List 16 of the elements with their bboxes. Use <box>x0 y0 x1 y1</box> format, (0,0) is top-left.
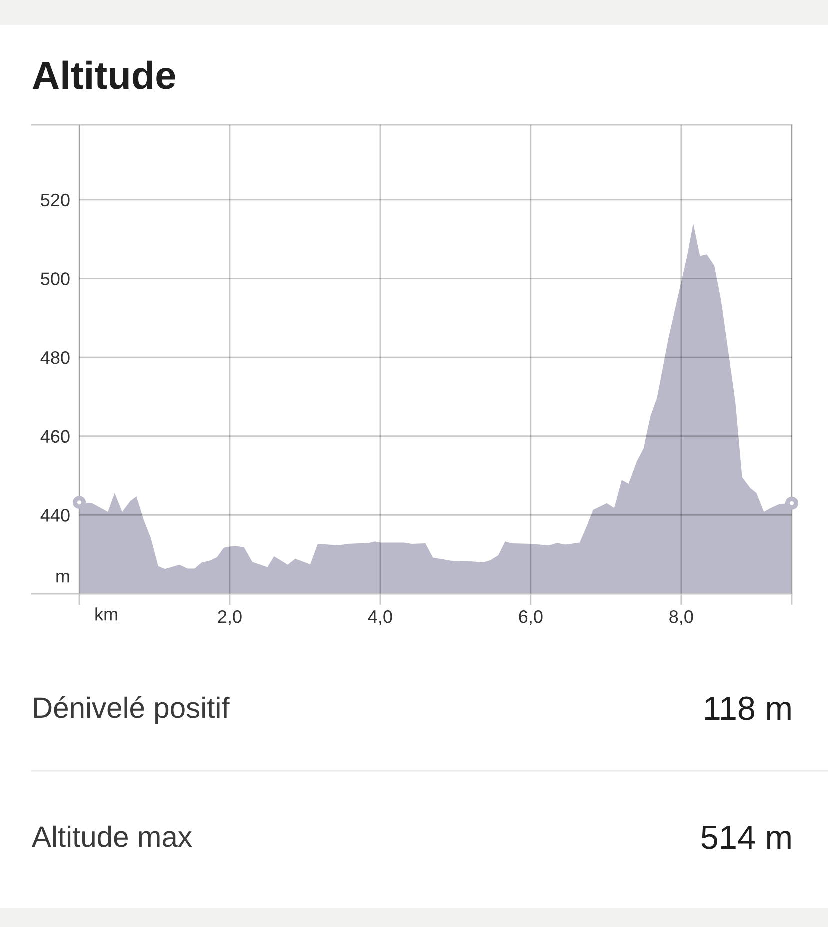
chart-title: Altitude <box>32 60 176 90</box>
y-tick-label: 500 <box>41 272 70 286</box>
y-tick-label: 480 <box>40 351 70 364</box>
x-tick-label: 4,0 <box>368 610 392 626</box>
text: 514 m <box>702 826 791 850</box>
text: 118 m <box>705 696 791 720</box>
text: Altitude max <box>32 826 192 848</box>
y-tick-label: 460 <box>40 430 70 444</box>
y-tick-label: 520 <box>41 194 70 207</box>
y-tick-label: 440 <box>40 509 70 522</box>
x-tick-label: 2,0 <box>218 610 242 626</box>
y-axis-title: m <box>56 572 70 583</box>
x-axis-title: km <box>96 608 118 621</box>
x-tick-label: 8,0 <box>670 610 694 626</box>
x-tick-label: 6,0 <box>519 610 543 626</box>
text: Dénivelé positif <box>34 696 230 724</box>
